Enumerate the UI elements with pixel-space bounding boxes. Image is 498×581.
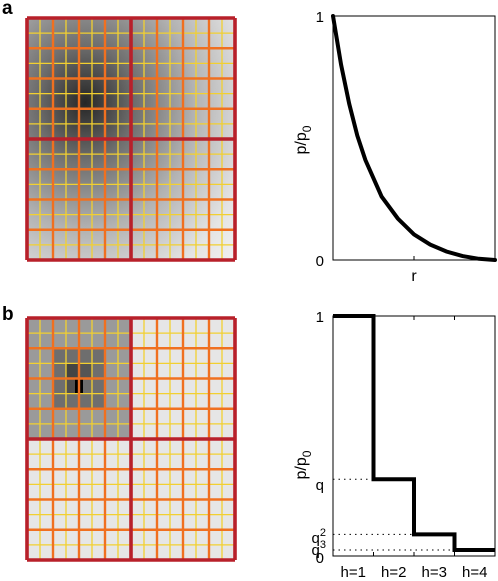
panel-b-ylabel-sub: 0 bbox=[300, 450, 314, 457]
panel-b-ytick-q3: q3 bbox=[312, 539, 326, 559]
panel-a-ylabel: p/p0 bbox=[293, 125, 314, 154]
panel-b-ylabel-main: p/p bbox=[293, 457, 310, 479]
panel-b-reference-lines bbox=[333, 478, 455, 551]
category-label-4: h=4 bbox=[462, 564, 487, 581]
panel-b-step-curve bbox=[333, 314, 495, 552]
panel-b-ytick-q3-main: q bbox=[312, 542, 320, 559]
panel-b-ytick-q2: q2 bbox=[312, 527, 326, 547]
panel-a-ytick-1: 1 bbox=[316, 9, 324, 26]
panel-b-ytick-q3-sub: 3 bbox=[320, 539, 326, 551]
panel-a-grid bbox=[25, 16, 237, 262]
panel-b-category-labels: h=1 h=2 h=3 h=4 bbox=[341, 564, 488, 581]
panel-b-ytick-q2-exp: 2 bbox=[320, 527, 326, 539]
category-label-2: h=2 bbox=[381, 564, 406, 581]
panel-b-chart: 1 q q2 q3 0 p/p0 h=1 h=2 h=3 h=4 bbox=[293, 309, 496, 581]
panel-b-grid bbox=[25, 316, 237, 562]
panel-b-cell-level3b bbox=[79, 363, 92, 378]
panel-b-ytick-q2-main: q bbox=[312, 530, 320, 547]
panel-a-ytick-0: 0 bbox=[316, 253, 324, 270]
panel-a-ylabel-main: p/p bbox=[293, 132, 310, 154]
panel-b-label: b bbox=[2, 304, 14, 325]
panel-a-label: a bbox=[2, 0, 13, 19]
panel-b-grid-lines bbox=[25, 316, 237, 562]
category-label-1: h=1 bbox=[341, 564, 366, 581]
panel-a-grid-lines bbox=[25, 16, 237, 262]
panel-b-ytick-1: 1 bbox=[316, 309, 324, 326]
panel-a-decay-curve bbox=[331, 14, 497, 262]
panel-a-ylabel-sub: 0 bbox=[300, 125, 314, 132]
panel-b-ytick-0: 0 bbox=[316, 550, 324, 567]
panel-b-cell-level3a bbox=[66, 363, 79, 378]
panel-b-ytick-q: q bbox=[316, 477, 324, 494]
panel-b-ylabel: p/p0 bbox=[293, 450, 314, 479]
panel-a-xlabel: r bbox=[411, 268, 417, 285]
category-label-3: h=3 bbox=[422, 564, 447, 581]
panel-a-chart: 1 0 r p/p0 bbox=[293, 9, 497, 285]
